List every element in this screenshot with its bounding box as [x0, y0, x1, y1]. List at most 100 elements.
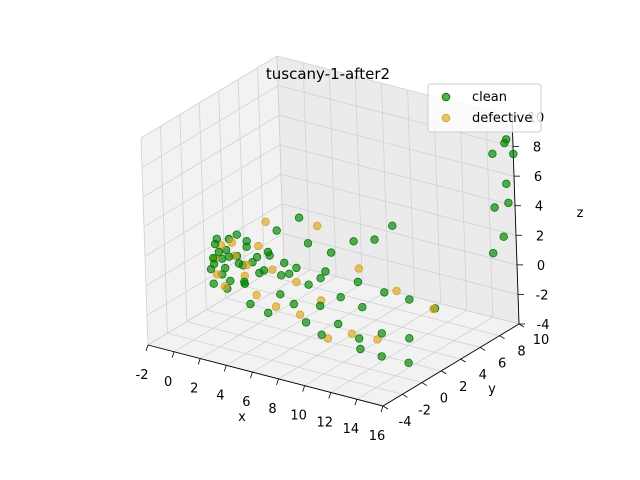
x-grid-line — [407, 89, 415, 297]
point-clean — [316, 301, 325, 311]
y-tick-label: 0 — [440, 392, 448, 407]
x-grid-line — [200, 276, 337, 359]
point-clean — [289, 299, 299, 309]
point-clean — [277, 271, 286, 280]
point-clean — [502, 179, 511, 188]
y-tick-mark — [479, 347, 486, 351]
chart-title: tuscany-1-after2 — [266, 65, 390, 83]
point-clean — [504, 198, 513, 208]
y-grid-line — [186, 321, 422, 383]
x-grid-line — [356, 316, 494, 400]
point-clean — [232, 230, 241, 239]
y-axis-line — [382, 323, 520, 407]
point-clean — [252, 252, 262, 262]
x-grid-line — [485, 110, 494, 318]
y-grid-line — [245, 286, 481, 348]
z-tick-label: 6 — [534, 170, 542, 185]
point-clean — [224, 252, 234, 261]
z-grid-line — [278, 114, 515, 177]
z-tick-label: -2 — [536, 288, 549, 303]
x-tick-mark — [354, 399, 358, 406]
point-defective — [295, 310, 305, 319]
y-grid-line — [140, 137, 149, 346]
point-clean — [214, 247, 223, 257]
z-grid-line — [279, 144, 516, 207]
point-clean — [208, 253, 218, 263]
point-defective — [213, 270, 222, 279]
y-grid-line — [160, 126, 168, 334]
legend-marker-defective — [441, 113, 451, 123]
y-tick-label: -2 — [418, 403, 431, 418]
point-defective — [268, 265, 277, 274]
point-clean — [242, 242, 251, 251]
x-tick-label: 6 — [242, 395, 250, 410]
point-clean — [499, 232, 508, 241]
point-clean — [321, 267, 330, 276]
point-clean — [502, 135, 511, 144]
point-clean — [358, 303, 367, 312]
y-tick-mark — [460, 358, 466, 363]
point-clean — [404, 358, 413, 367]
point-clean — [405, 295, 414, 304]
point-clean — [334, 319, 343, 329]
point-clean — [336, 293, 345, 302]
y-tick-label: 2 — [459, 380, 467, 395]
point-clean — [220, 263, 230, 273]
point-clean — [356, 344, 365, 354]
y-tick-mark — [441, 370, 447, 375]
point-clean — [294, 213, 304, 222]
point-clean — [488, 149, 497, 158]
y-tick-label: -4 — [399, 415, 412, 430]
z-axis-label: z — [577, 206, 584, 221]
z-grid-line — [281, 203, 518, 266]
x-grid-line — [328, 69, 337, 277]
point-defective — [313, 221, 322, 231]
x-axis-line — [147, 344, 384, 407]
point-defective — [254, 241, 263, 251]
point-defective — [429, 304, 438, 314]
y-grid-line — [276, 55, 285, 264]
point-defective — [373, 335, 382, 344]
point-clean — [349, 237, 358, 246]
legend: clean defective — [427, 83, 542, 133]
y-tick-label: 6 — [498, 356, 506, 371]
y-grid-line — [225, 297, 461, 360]
x-tick-mark — [302, 385, 306, 392]
x-tick-mark — [145, 344, 149, 352]
point-clean — [272, 226, 281, 235]
z-grid-line — [140, 55, 278, 139]
x-tick-label: 10 — [290, 409, 307, 424]
x-grid-line — [173, 269, 311, 353]
point-clean — [370, 235, 379, 244]
point-clean — [353, 277, 363, 287]
point-clean — [285, 269, 294, 278]
y-grid-line — [264, 274, 500, 337]
x-grid-line — [278, 296, 415, 380]
point-clean — [380, 288, 389, 297]
y-grid-line — [218, 91, 227, 299]
point-defective — [227, 238, 236, 247]
point-clean — [212, 234, 221, 244]
y-axis-label: y — [488, 382, 496, 397]
x-grid-line — [459, 103, 468, 311]
point-clean — [206, 265, 216, 274]
point-clean — [292, 263, 301, 273]
x-tick-mark — [171, 351, 175, 358]
z-grid-line — [141, 85, 279, 168]
point-clean — [509, 149, 518, 159]
z-grid-line — [277, 85, 514, 147]
y-grid-line — [206, 309, 442, 372]
y-tick-mark — [499, 335, 505, 340]
y-tick-label: 4 — [479, 368, 487, 383]
z-grid-line — [144, 173, 282, 257]
x-grid-line — [302, 62, 311, 270]
point-clean — [276, 290, 285, 299]
x-tick-label: 12 — [317, 415, 334, 430]
point-clean — [264, 308, 273, 318]
scatter-points — [206, 135, 518, 367]
point-clean — [317, 330, 326, 339]
point-defective — [323, 334, 333, 343]
point-defective — [252, 290, 261, 300]
